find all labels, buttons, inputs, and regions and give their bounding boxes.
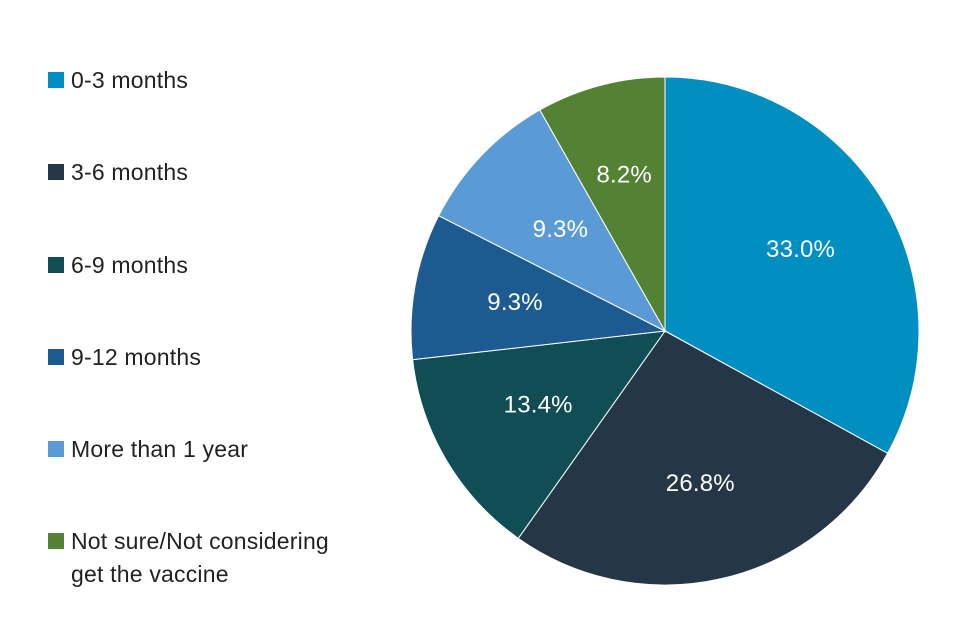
legend-item: Not sure/Not considering get the vaccine	[48, 525, 388, 591]
pie-slice	[539, 76, 666, 333]
legend-swatch	[48, 441, 64, 457]
legend-label: 9-12 months	[71, 344, 202, 370]
legend-swatch	[48, 72, 64, 88]
slice-data-label: 9.3%	[487, 289, 543, 316]
slice-data-label: 26.8%	[666, 470, 735, 497]
pie-slice	[438, 109, 667, 333]
legend-label: Not sure/Not considering get the vaccine	[71, 528, 329, 587]
legend-swatch	[48, 349, 64, 365]
legend-label: 3-6 months	[71, 159, 189, 185]
legend-item: 3-6 months	[48, 156, 388, 189]
legend-label: 0-3 months	[71, 67, 189, 93]
legend: 0-3 months 3-6 months 6-9 months 9-12 month…	[48, 64, 388, 604]
pie-slice	[412, 330, 667, 540]
legend-swatch	[48, 257, 64, 273]
slice-data-label: 8.2%	[596, 162, 652, 189]
legend-item: 9-12 months	[48, 341, 388, 374]
legend-label: 6-9 months	[71, 252, 189, 278]
legend-item: More than 1 year	[48, 433, 388, 466]
pie-slice	[517, 330, 889, 586]
legend-label: More than 1 year	[71, 436, 249, 462]
slice-data-label: 33.0%	[766, 236, 835, 263]
pie-slice	[664, 76, 920, 455]
slice-data-label: 13.4%	[504, 391, 573, 418]
legend-swatch	[48, 164, 64, 180]
legend-item: 6-9 months	[48, 249, 388, 282]
legend-swatch	[48, 533, 64, 549]
legend-item: 0-3 months	[48, 64, 388, 97]
slice-data-label: 9.3%	[533, 216, 589, 243]
pie-slice	[410, 215, 667, 361]
